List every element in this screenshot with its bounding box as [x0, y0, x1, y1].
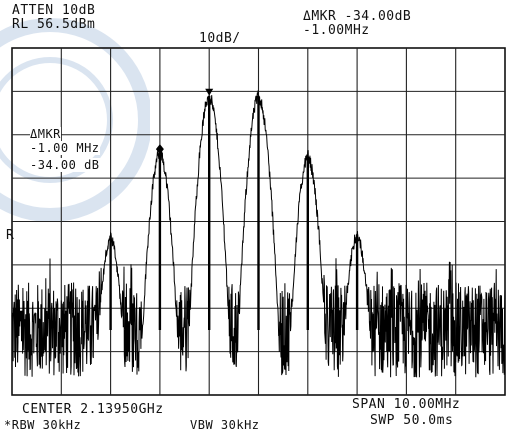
marker-triangle-icon: [205, 88, 214, 96]
peak-lines: [109, 95, 359, 330]
marker-diamond-icon: [155, 144, 164, 155]
center-freq-label: CENTER 2.13950GHz: [22, 402, 164, 417]
sweep-label: SWP 50.0ms: [370, 413, 454, 428]
marker-delta-amp-label: ΔMKR -34.00dB: [303, 9, 412, 24]
ref-indicator-label: R: [6, 228, 15, 243]
atten-label: ATTEN 10dB: [12, 3, 96, 18]
span-label: SPAN 10.00MHz: [352, 397, 461, 412]
watermark-seal-icon: [0, 18, 150, 222]
marker-box-amp: -34.00 dB: [30, 158, 100, 172]
rbw-label: *RBW 30kHz: [4, 418, 82, 432]
vbw-label: VBW 30kHz: [190, 418, 260, 432]
marker-box-freq: -1.00 MHz: [30, 141, 100, 155]
scale-label: 10dB/: [199, 31, 241, 46]
ref-level-label: RL 56.5dBm: [12, 17, 96, 32]
markers: [155, 88, 214, 155]
marker-box-title: ΔMKR: [30, 127, 61, 141]
marker-delta-freq-label: -1.00MHz: [303, 23, 370, 38]
